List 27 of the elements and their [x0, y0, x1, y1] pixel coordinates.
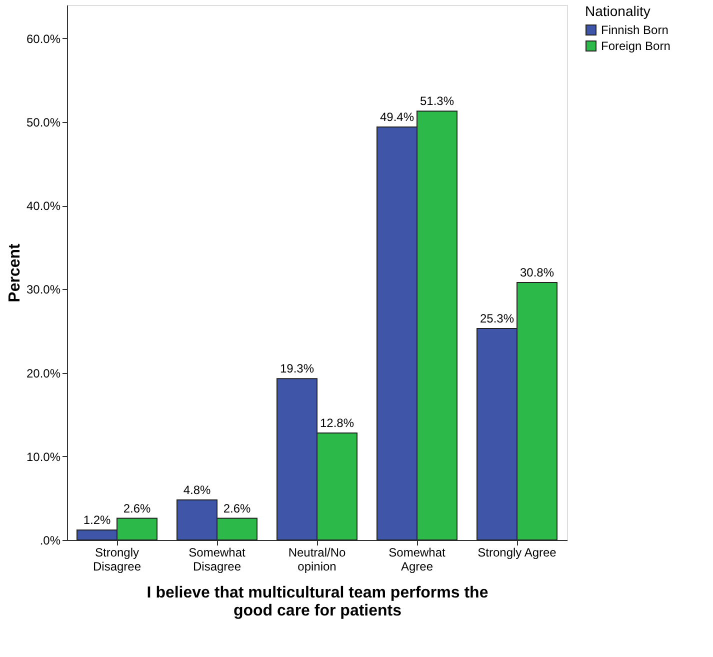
data-label: 30.8%	[520, 266, 554, 280]
data-label: 4.8%	[183, 482, 211, 497]
data-label: 49.4%	[380, 110, 414, 124]
legend-title: Nationality	[585, 3, 650, 19]
data-label: 12.8%	[320, 416, 354, 430]
y-tick-label: 60.0%	[26, 32, 61, 46]
data-label: 19.3%	[280, 362, 314, 376]
data-label: 2.6%	[123, 501, 151, 516]
y-tick-label: 30.0%	[26, 282, 61, 297]
y-tick-label: 40.0%	[26, 199, 61, 214]
y-tick-label: 20.0%	[26, 366, 61, 380]
data-label: 1.2%	[83, 512, 111, 527]
x-tick-label: Somewhat Agree	[388, 546, 446, 574]
y-tick-label: .0%	[40, 534, 61, 548]
data-label: 51.3%	[420, 94, 454, 108]
x-tick-label: Somewhat Disagree	[188, 546, 246, 574]
data-label: 25.3%	[480, 312, 514, 326]
y-axis-title: Percent	[6, 242, 24, 302]
x-tick-label: Strongly Disagree	[92, 546, 142, 574]
x-axis-title: I believe that multicultural team performs the good care for patients	[146, 584, 488, 620]
legend-label: Finnish Born	[601, 23, 668, 37]
legend-label: Foreign Born	[601, 39, 670, 53]
data-label: 2.6%	[223, 501, 251, 516]
y-tick-label: 10.0%	[26, 450, 61, 464]
x-tick-label: Strongly Agree	[478, 546, 557, 560]
x-tick-label: Neutral/No opinion	[288, 546, 346, 574]
y-tick-label: 50.0%	[26, 116, 61, 130]
